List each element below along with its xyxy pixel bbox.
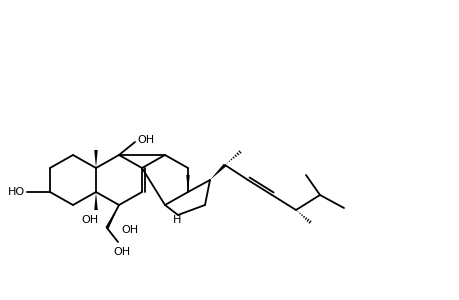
Text: OH: OH (113, 247, 130, 257)
Text: OH: OH (137, 135, 154, 145)
Polygon shape (94, 150, 98, 168)
Text: OH: OH (121, 225, 138, 235)
Polygon shape (186, 175, 190, 192)
Text: HO: HO (8, 187, 25, 197)
Text: H: H (173, 215, 181, 225)
Polygon shape (105, 205, 119, 229)
Polygon shape (210, 164, 226, 180)
Text: OH: OH (81, 215, 98, 225)
Polygon shape (94, 192, 98, 210)
